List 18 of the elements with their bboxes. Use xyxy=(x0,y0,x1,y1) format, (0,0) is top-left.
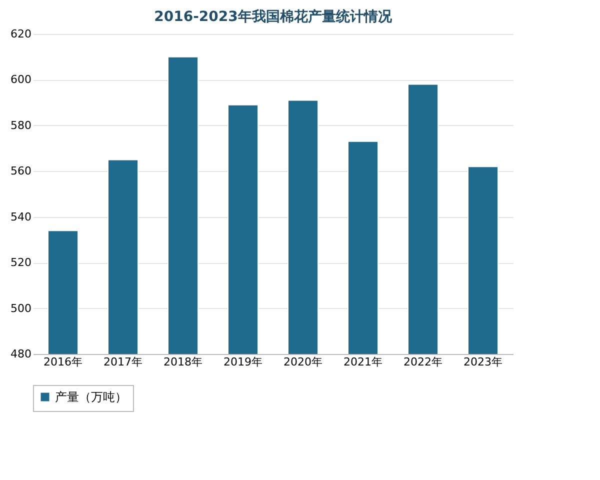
y-tick-label: 500 xyxy=(10,302,32,315)
x-tick-label: 2023年 xyxy=(464,356,502,368)
x-tick-label: 2018年 xyxy=(164,356,202,368)
y-tick-label: 540 xyxy=(10,210,32,224)
x-tick-label: 2021年 xyxy=(344,356,382,368)
x-tick-label: 2019年 xyxy=(224,356,262,368)
y-tick-label: 520 xyxy=(10,256,32,270)
y-tick-label: 620 xyxy=(10,28,32,40)
y-tick-label: 600 xyxy=(10,73,32,86)
y-tick-label: 480 xyxy=(10,348,32,360)
chart-title: 2016-2023年我国棉花产量统计情况 xyxy=(154,8,393,25)
x-tick-label: 2017年 xyxy=(104,356,142,368)
x-tick-label: 2016年 xyxy=(44,356,82,368)
y-tick-label: 560 xyxy=(10,164,32,178)
x-tick-label: 2022年 xyxy=(404,356,442,368)
y-tick-label: 580 xyxy=(10,118,32,132)
legend-label: 产量（万吨） xyxy=(55,390,127,404)
x-tick-label: 2020年 xyxy=(284,356,322,368)
